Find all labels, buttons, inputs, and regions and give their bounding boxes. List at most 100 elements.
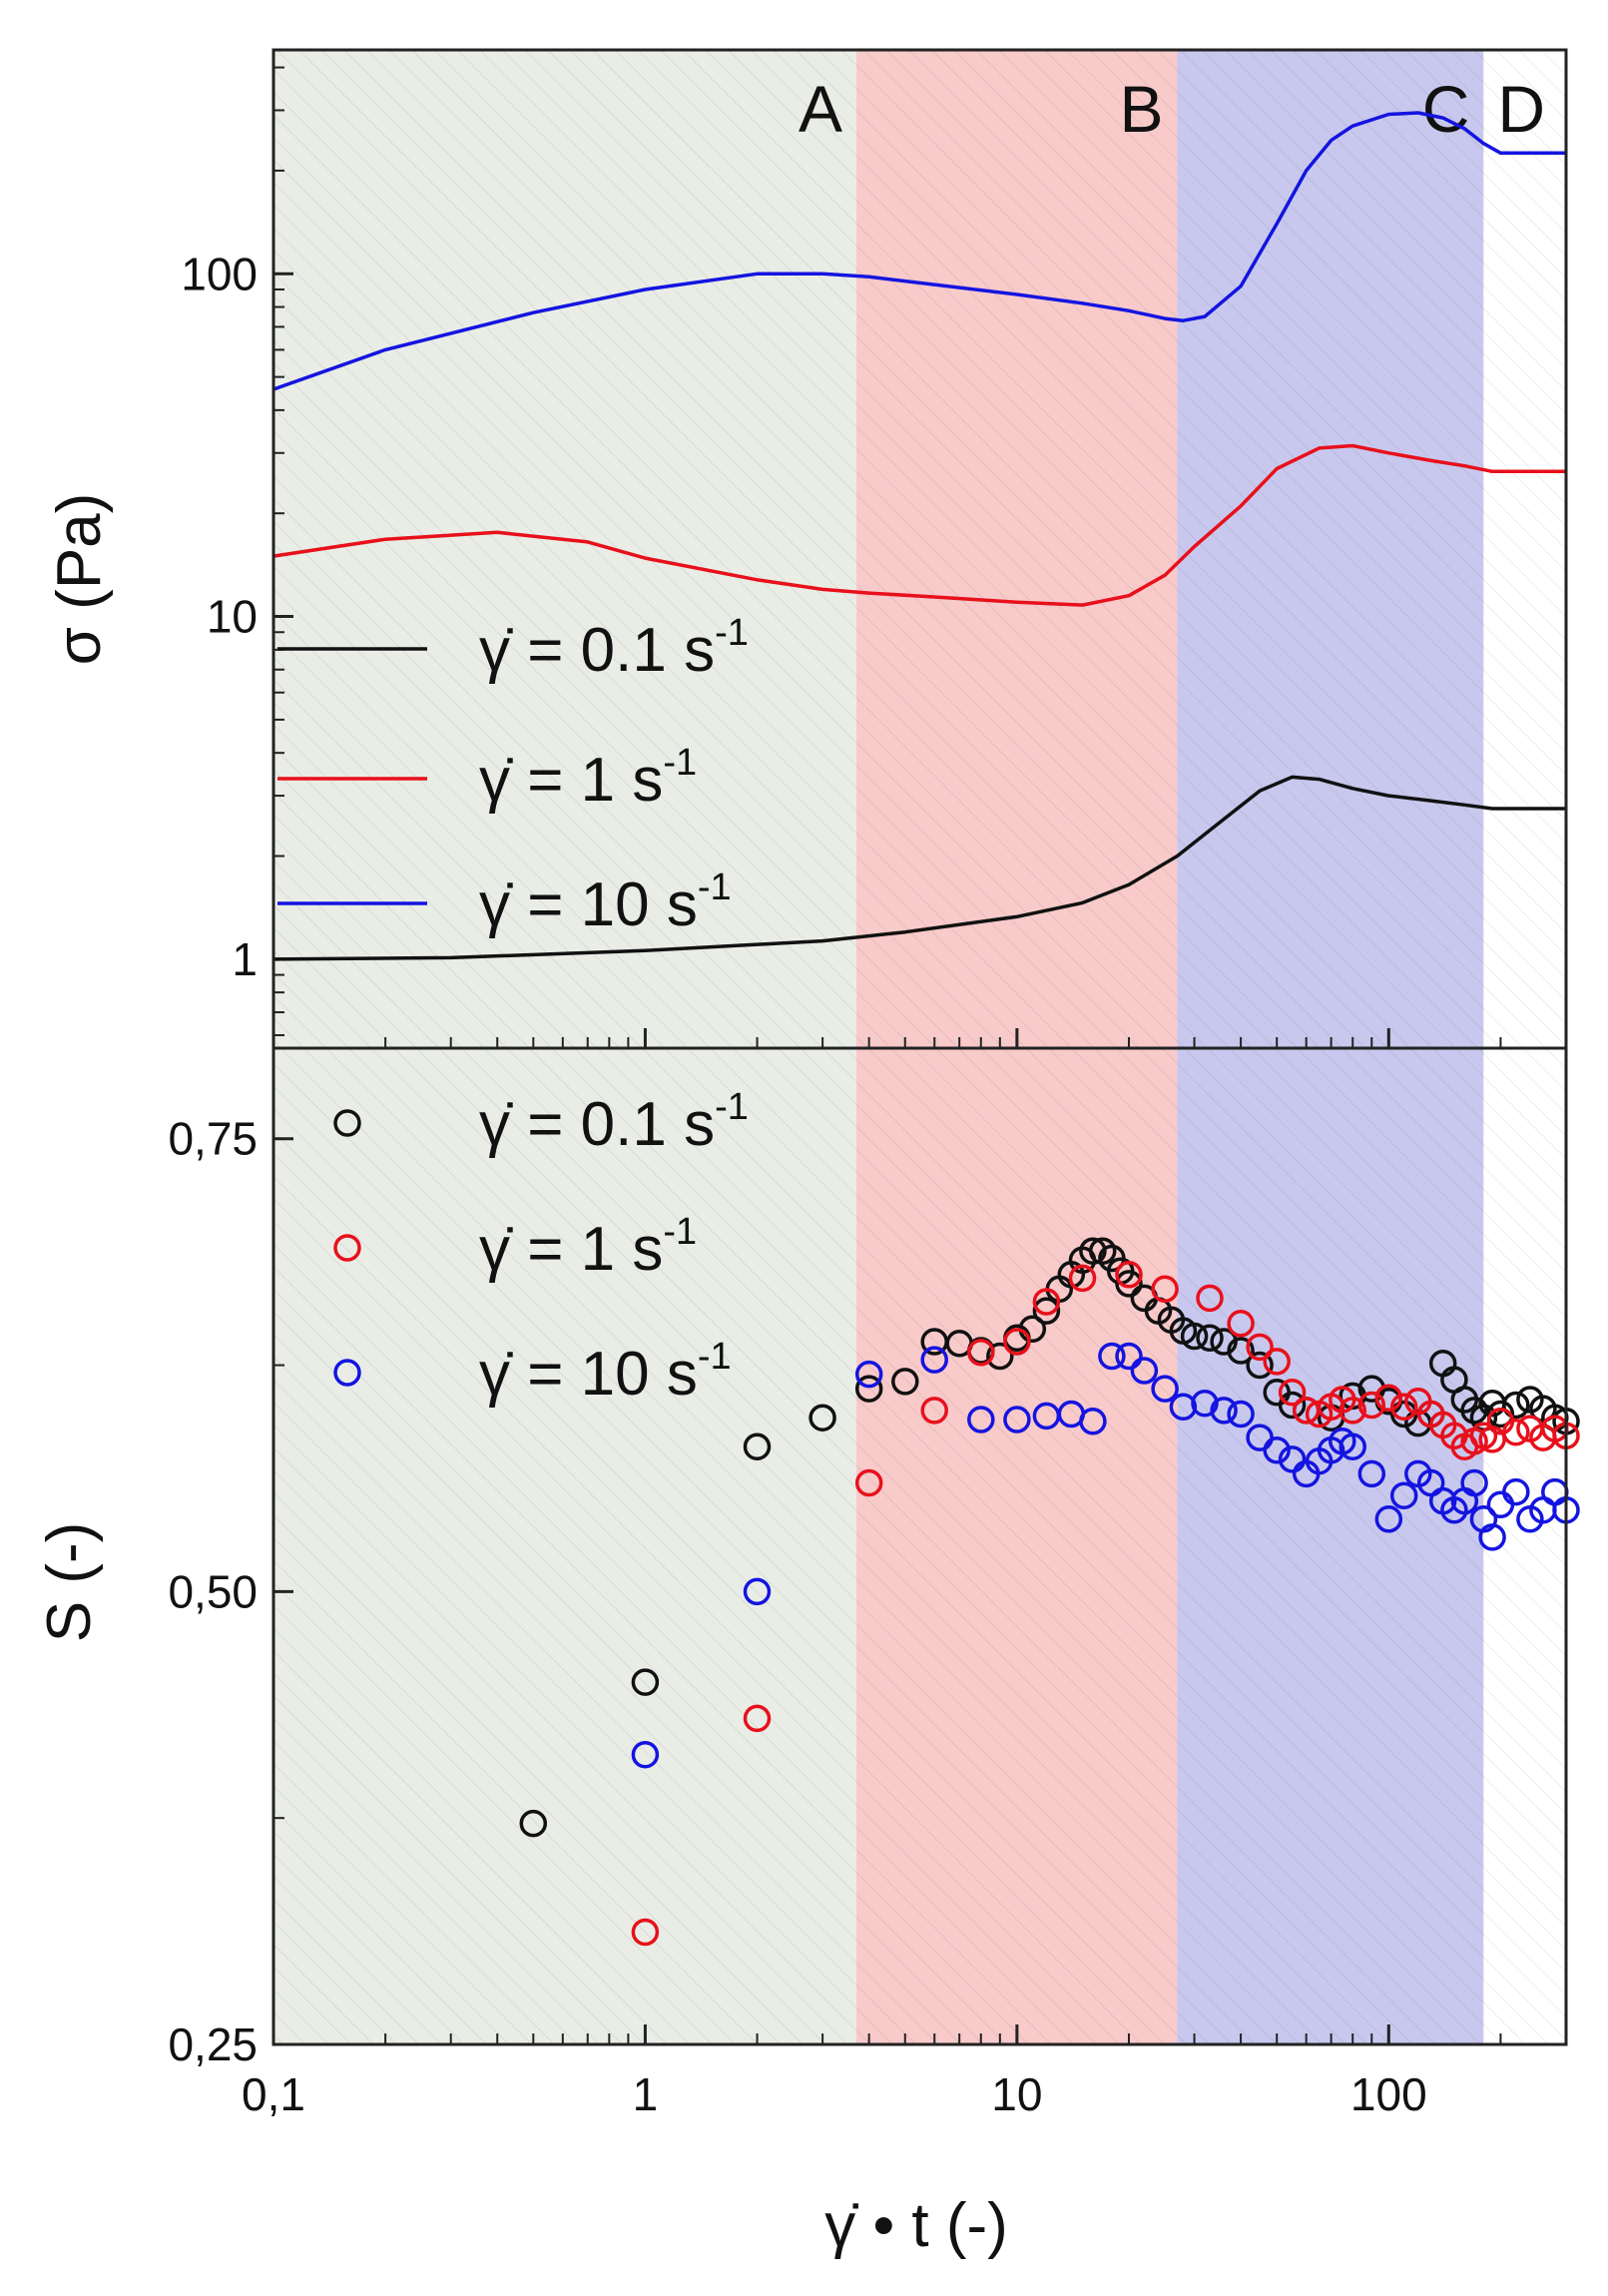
bottom-panel: 0,25 0,50 0,75 0,1 1 10 100 γ̇ = 0.1 s-1 γ̇ = 1… [35,1086,1580,2260]
bottom-legend-label-0: γ̇ = 0.1 s-1 [479,1086,749,1159]
bottom-legend-marker-1 [333,1234,361,1262]
scatter-point-0 [1196,1324,1224,1353]
scatter-point-0 [1032,1297,1061,1325]
bottom-ytick-label: 0,75 [168,1113,258,1165]
scatter-point-2 [1357,1459,1386,1488]
scatter-point-1 [854,1468,883,1497]
scatter-point-2 [631,1740,660,1769]
bottom-legend-marker-2 [333,1359,361,1387]
top-legend-sup-2: -1 [698,866,732,908]
top-axis-ticks: 1 10 100 [181,66,1567,1048]
top-ylabel: σ (Pa) [45,493,114,666]
bottom-legend-sup-2: -1 [698,1336,732,1378]
scatter-point-1 [920,1397,948,1425]
top-series-line-0 [272,775,1566,961]
top-series-line-2 [272,111,1566,391]
scatter-point-0 [1486,1400,1515,1429]
top-series-line-1 [272,443,1566,607]
bottom-series-points [519,1237,1580,1947]
bottom-ytick-label: 0,25 [168,2018,258,2070]
scatter-point-0 [854,1375,883,1403]
scatter-point-1 [1227,1310,1255,1338]
scatter-point-1 [1246,1333,1274,1362]
bottom-axis-ticks: 0,25 0,50 0,75 0,1 1 10 100 [168,1113,1567,2120]
scatter-point-0 [631,1668,660,1696]
scatter-point-2 [743,1577,772,1606]
scatter-point-2 [1460,1468,1488,1497]
scatter-point-2 [967,1406,995,1434]
bottom-legend-marker-0 [333,1109,361,1137]
scatter-point-2 [1191,1389,1219,1418]
scatter-point-2 [1130,1357,1159,1385]
top-legend-label-0: γ̇ = 0.1 s-1 [479,612,749,685]
scatter-point-1 [1339,1397,1366,1425]
scatter-point-2 [1374,1505,1403,1533]
region-label-d: D [1497,72,1545,146]
scatter-point-0 [1278,1391,1307,1420]
bottom-axes-frame [271,1046,1568,2046]
bottom-legend-label-2: γ̇ = 10 s-1 [479,1336,732,1409]
scatter-point-1 [1032,1288,1061,1316]
top-legend-sup-0: -1 [715,612,749,654]
scatter-point-0 [1115,1270,1143,1298]
bottom-xtick-label: 100 [1350,2068,1427,2120]
bottom-xtick-label: 0,1 [242,2068,305,2120]
scatter-point-0 [1227,1337,1255,1365]
scatter-point-0 [743,1433,772,1460]
scatter-point-1 [1389,1393,1418,1422]
scatter-point-0 [1502,1391,1530,1420]
scatter-point-2 [1098,1342,1126,1371]
scatter-point-0 [1079,1237,1107,1265]
scatter-point-2 [1169,1393,1198,1422]
bottom-legend-label-1: γ̇ = 1 s-1 [479,1211,697,1284]
scatter-point-1 [1502,1418,1530,1446]
scatter-point-0 [1180,1322,1209,1351]
scatter-point-1 [1263,1348,1291,1376]
top-series-lines [272,111,1566,961]
scatter-point-0 [519,1809,548,1838]
scatter-point-2 [1339,1433,1366,1460]
scatter-point-2 [920,1346,948,1374]
top-legend-label-2: γ̇ = 10 s-1 [479,866,732,939]
scatter-point-1 [1196,1284,1224,1313]
scatter-point-1 [1151,1275,1179,1304]
top-ytick-label: 10 [207,591,258,643]
bottom-legend: γ̇ = 0.1 s-1 γ̇ = 1 s-1 γ̇ = 10 s-1 [333,1086,749,1409]
scatter-point-1 [1068,1264,1097,1293]
scatter-point-1 [631,1918,660,1947]
top-legend-label-1: γ̇ = 1 s-1 [479,742,697,815]
scatter-point-2 [1151,1375,1179,1403]
scatter-point-0 [986,1342,1014,1371]
scatter-point-2 [1003,1406,1031,1434]
top-ytick-label: 1 [232,933,258,985]
region-label-a: A [799,72,842,146]
scatter-point-1 [1374,1384,1403,1412]
scatter-point-0 [1246,1351,1274,1380]
axes-frames [271,48,1568,2046]
scatter-point-2 [1115,1342,1143,1371]
scatter-point-1 [743,1704,772,1733]
scatter-point-2 [1389,1481,1418,1509]
bottom-xtick-label: 10 [991,2068,1042,2120]
bottom-xtick-label: 1 [633,2068,659,2120]
top-legend-sup-1: -1 [663,742,697,784]
bottom-legend-sup-1: -1 [663,1211,697,1253]
scatter-point-1 [1115,1261,1143,1289]
scatter-point-2 [1079,1408,1107,1435]
bottom-xlabel: γ̇ • t (-) [824,2191,1008,2260]
scatter-point-2 [1210,1397,1238,1425]
scatter-point-2 [854,1360,883,1389]
scatter-point-2 [1263,1436,1291,1464]
scatter-point-1 [1278,1379,1307,1407]
bottom-ylabel: S (-) [35,1522,104,1643]
scatter-point-0 [808,1404,836,1432]
top-legend: γ̇ = 0.1 s-1 γ̇ = 1 s-1 γ̇ = 10 s-1 [277,612,749,939]
region-label-b: B [1119,72,1163,146]
scatter-point-1 [1357,1391,1386,1420]
bottom-legend-sup-0: -1 [715,1086,749,1128]
scatter-point-2 [1502,1477,1530,1506]
scatter-point-1 [1003,1328,1031,1356]
top-ytick-label: 100 [181,248,258,299]
